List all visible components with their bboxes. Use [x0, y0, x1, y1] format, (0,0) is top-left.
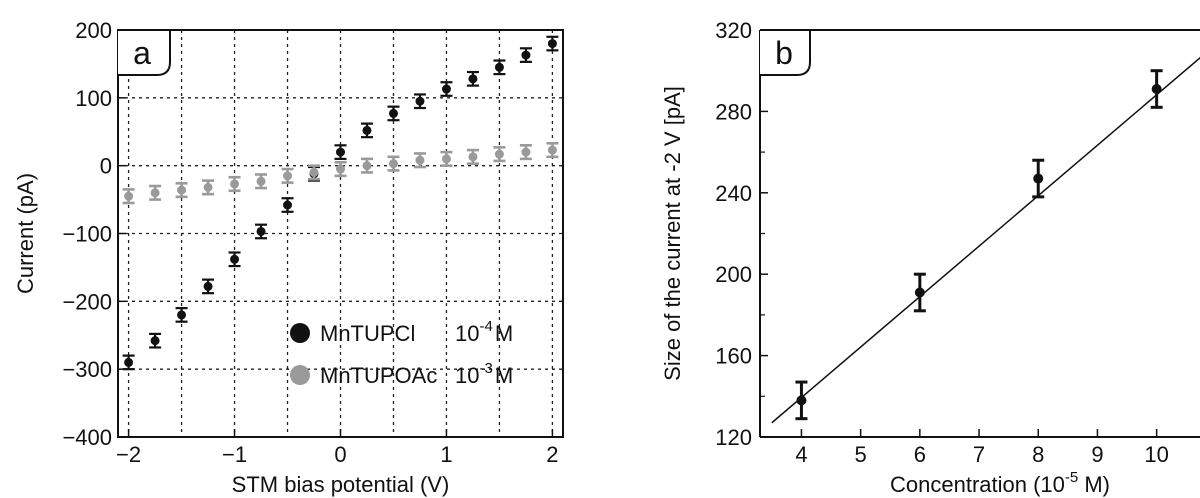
data-point [124, 357, 134, 367]
data-point [415, 96, 425, 106]
data-point [362, 125, 372, 135]
y-axis-label: Current (pA) [13, 173, 38, 294]
panel-b: 4 5 6 7 8 9 10 120 160 200 240 280 320 Concentration … [660, 18, 1200, 497]
data-point [283, 200, 293, 210]
data-point [336, 164, 345, 174]
y-axis-label: Size of the current at -2 V [pA] [660, 86, 685, 381]
data-point [256, 176, 266, 186]
fit-line [771, 56, 1200, 424]
data-point [203, 281, 213, 291]
panel-a: −2 −1 0 1 2 −400 −300 −200 −100 0 100 200 STM bias p… [13, 18, 564, 497]
panel-label-b: b [775, 35, 793, 71]
legend-marker [290, 365, 310, 385]
data-point [494, 149, 504, 159]
legend-label: MnTUPOAc [320, 363, 437, 388]
legend-conc-base: 10 [455, 363, 479, 388]
y-tick-label: −200 [62, 289, 112, 314]
data-point [521, 147, 531, 157]
data-point [124, 191, 134, 201]
y-tick-label: −300 [62, 357, 112, 382]
data-point [547, 145, 557, 155]
data-point [256, 226, 266, 236]
x-tick-label: 4 [795, 442, 807, 467]
panel-label-box [760, 29, 811, 76]
data-point [441, 84, 451, 94]
data-point [230, 254, 240, 264]
y-tick-label: 200 [75, 18, 112, 43]
legend-conc-unit: M [495, 363, 513, 388]
data-point [796, 395, 807, 406]
data-point [914, 287, 925, 298]
panel-label-box [118, 29, 171, 76]
data-point [547, 39, 557, 49]
legend-label: MnTUPCl [320, 321, 415, 346]
data-point [388, 159, 398, 169]
x-tick-label: 1 [440, 442, 452, 467]
data-point [1033, 173, 1044, 184]
data-point [441, 154, 451, 164]
legend-concentration: 10-3M [455, 360, 513, 388]
data-point [1151, 84, 1162, 95]
x-tick-label: 5 [855, 442, 867, 467]
x-axis-label-tail: M) [1078, 472, 1110, 497]
series-MnTUPOAc [122, 141, 559, 205]
y-tick-label: 200 [715, 262, 752, 287]
data-point [521, 50, 531, 60]
x-tick-label: 8 [1032, 442, 1044, 467]
y-tick-label: 280 [715, 99, 752, 124]
legend-marker [290, 323, 310, 343]
y-tick-label: 320 [715, 18, 752, 43]
y-tick-label: 100 [75, 86, 112, 111]
data-point [309, 167, 319, 177]
x-axis-label: Concentration (10-5 M) [890, 469, 1110, 497]
x-axis-label-exp: -5 [1065, 469, 1078, 486]
x-tick-label: 10 [1144, 442, 1168, 467]
x-axis-label-main: Concentration (10 [890, 472, 1065, 497]
legend-concentration: 10-4M [455, 318, 513, 346]
legend-conc-unit: M [495, 321, 513, 346]
data-point [415, 155, 425, 165]
y-tick-label: 120 [715, 425, 752, 450]
y-tick-label: −400 [62, 425, 112, 450]
data-point [230, 179, 240, 189]
legend-conc-base: 10 [455, 321, 479, 346]
data-point [362, 161, 372, 171]
legend-series-name: MnTUPCl [320, 321, 415, 346]
y-tick-label: 0 [100, 154, 112, 179]
x-axis-label: STM bias potential (V) [232, 472, 450, 497]
x-tick-label: 6 [914, 442, 926, 467]
legend-series-name: MnTUPOAc [320, 363, 437, 388]
y-tick-label: 160 [715, 344, 752, 369]
data-point [150, 336, 160, 346]
x-tick-label: −2 [116, 442, 141, 467]
legend-conc-exp: -4 [479, 318, 492, 335]
y-tick-label: 240 [715, 181, 752, 206]
legend-conc-exp: -3 [479, 360, 492, 377]
x-tick-label: 0 [334, 442, 346, 467]
x-tick-label: −1 [222, 442, 247, 467]
x-tick-label: 2 [546, 442, 558, 467]
data-point [177, 185, 187, 195]
data-point [388, 108, 398, 118]
x-tick-label: 7 [973, 442, 985, 467]
series-MnTUPCl [122, 35, 559, 371]
data-point [336, 147, 345, 157]
data-point [203, 182, 213, 192]
x-tick-label: 9 [1091, 442, 1103, 467]
data-point [283, 171, 293, 181]
data-point [494, 62, 504, 72]
panel-label-a: a [133, 35, 151, 71]
data-point [177, 310, 187, 320]
data-point [468, 74, 478, 84]
data-point [468, 152, 478, 162]
y-tick-label: −100 [62, 222, 112, 247]
data-point [150, 188, 160, 198]
